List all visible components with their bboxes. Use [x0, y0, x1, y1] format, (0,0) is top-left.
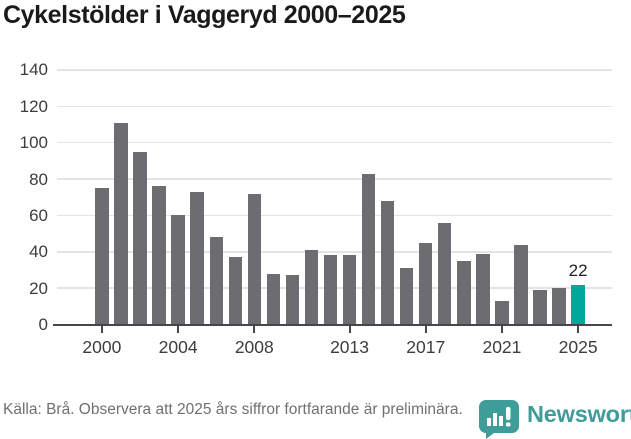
- gridline-y-60: [57, 214, 612, 217]
- x-tick-2008: [253, 326, 256, 333]
- bar-2013: [342, 255, 357, 325]
- bar-value-label: 22: [568, 260, 588, 280]
- y-axis-label-140: 140: [19, 60, 48, 80]
- bar-2022: [514, 244, 528, 325]
- newsworthy-speech-bubble-bar-chart-icon: [479, 400, 519, 439]
- x-axis-label-2000: 2000: [82, 336, 122, 357]
- bar-2007: [228, 257, 242, 325]
- bar-2008: [247, 193, 261, 325]
- x-tick-2013: [348, 326, 351, 333]
- bar-2018: [438, 222, 452, 325]
- bar-2012: [323, 255, 338, 325]
- bar-2009: [266, 273, 281, 325]
- x-tick-2000: [100, 326, 103, 333]
- x-tick-2017: [424, 326, 427, 333]
- logo-bar-1: [487, 418, 491, 426]
- newsworthy-logo: Newsworthy: [477, 398, 631, 439]
- x-axis-label-2021: 2021: [482, 336, 522, 357]
- y-axis-label-20: 20: [29, 278, 48, 298]
- gridline-y-100: [57, 141, 612, 144]
- x-axis-label-2025: 2025: [558, 336, 598, 357]
- x-axis-label-2008: 2008: [234, 336, 274, 357]
- bar-2014: [361, 173, 376, 325]
- bar-2024: [552, 288, 566, 325]
- logo-exclamation-dot: [506, 422, 511, 427]
- bar-2003: [152, 186, 166, 325]
- bar-2015: [380, 200, 395, 325]
- x-axis-label-2013: 2013: [330, 336, 370, 357]
- source-note: Källa: Brå. Observera att 2025 års siffr…: [3, 401, 463, 418]
- gridline-y-120: [57, 105, 612, 108]
- bar-2020: [476, 253, 490, 325]
- logo-bar-3: [499, 416, 503, 426]
- y-axis-label-120: 120: [19, 96, 48, 116]
- x-tick-2025: [577, 326, 580, 333]
- bar-2011: [304, 249, 319, 325]
- x-axis-label-2004: 2004: [158, 336, 198, 357]
- newsworthy-logo-text: Newsworthy: [527, 401, 631, 427]
- y-axis-label-60: 60: [29, 205, 48, 225]
- bar-2006: [209, 237, 223, 325]
- y-axis-label-0: 0: [38, 315, 48, 334]
- x-tick-2004: [177, 326, 180, 333]
- gridline-y-140: [57, 69, 612, 71]
- x-tick-2021: [500, 326, 503, 333]
- bar-2017: [419, 242, 433, 325]
- logo-exclamation-stem: [506, 407, 511, 420]
- bar-2010: [285, 275, 300, 325]
- chart-title: Cykelstölder i Vaggeryd 2000–2025: [3, 1, 406, 29]
- bar-2023: [533, 289, 547, 325]
- bar-2004: [171, 215, 185, 325]
- bar-2005: [190, 191, 204, 325]
- bar-2025: [571, 284, 585, 325]
- gridline-y-80: [57, 178, 612, 180]
- x-axis-line: [53, 323, 612, 326]
- bar-2000: [95, 188, 109, 325]
- bar-2001: [114, 122, 128, 325]
- bar-2016: [400, 268, 414, 325]
- bar-2002: [133, 151, 147, 325]
- gridline-y-40: [57, 251, 612, 253]
- bar-2019: [457, 260, 471, 325]
- y-axis-label-100: 100: [19, 133, 48, 153]
- x-axis-label-2017: 2017: [406, 336, 446, 357]
- bar-2021: [495, 300, 509, 325]
- y-axis-label-40: 40: [29, 242, 48, 262]
- y-axis-label-80: 80: [29, 169, 48, 189]
- logo-bar-2: [493, 413, 497, 426]
